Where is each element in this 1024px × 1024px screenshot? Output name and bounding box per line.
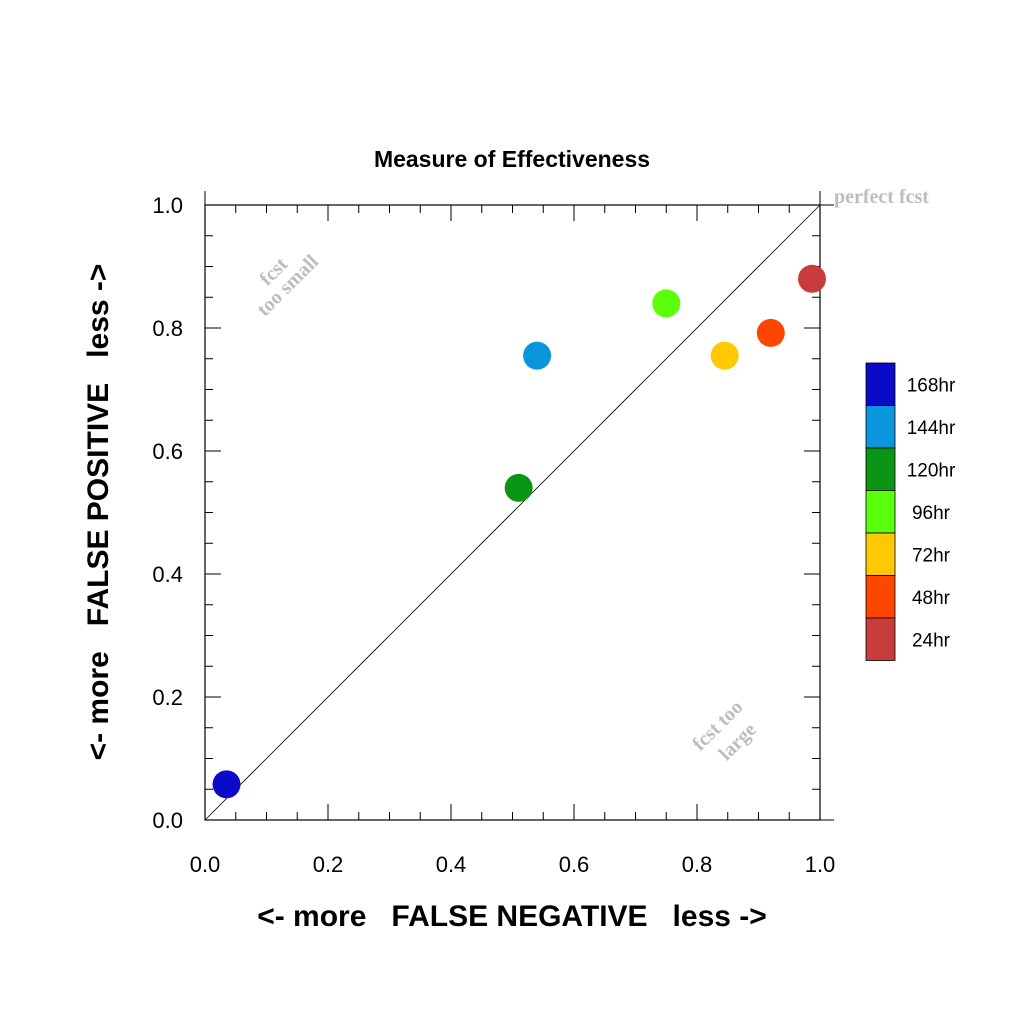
legend-swatch-72hr	[865, 532, 896, 576]
data-point-168hr	[212, 770, 241, 799]
y-tick-label: 0.8	[152, 316, 183, 341]
legend-swatch-96hr	[865, 490, 896, 534]
legend-swatch-168hr	[865, 362, 896, 406]
annotation-perfect-fcst: perfect fcst	[834, 186, 929, 208]
data-point-120hr	[504, 473, 533, 502]
x-tick-label: 0.6	[559, 852, 590, 877]
x-axis-title: <- more FALSE NEGATIVE less ->	[257, 900, 767, 933]
data-point-144hr	[523, 341, 552, 370]
legend-swatch-48hr	[865, 575, 896, 619]
y-tick-label: 1.0	[152, 193, 183, 218]
legend: 168hr 144hr 120hr 96hr 72hr 48hr 24hr	[865, 362, 956, 661]
x-tick-label: 0.0	[190, 852, 221, 877]
legend-label-120hr: 120hr	[907, 460, 956, 481]
x-tick-label: 0.2	[313, 852, 344, 877]
x-tick-label: 0.8	[682, 852, 713, 877]
legend-label-96hr: 96hr	[912, 503, 951, 524]
y-axis-title: <- more FALSE POSITIVE less ->	[82, 264, 115, 761]
y-tick-label: 0.2	[152, 685, 183, 710]
legend-swatch-144hr	[865, 405, 896, 449]
reference-diagonal-line	[204, 204, 821, 821]
legend-swatch-24hr	[865, 617, 896, 661]
axes: 0.0 0.2 0.4 0.6 0.8 1.0 0.0 0.2 0.4 0.6 0.8 1.0	[152, 191, 835, 877]
x-tick-label: 0.4	[436, 852, 467, 877]
data-point-24hr	[798, 264, 827, 293]
legend-swatch-120hr	[865, 447, 896, 491]
x-tick-label: 1.0	[805, 852, 836, 877]
data-point-48hr	[756, 318, 785, 347]
legend-label-24hr: 24hr	[912, 630, 951, 651]
data-points	[212, 264, 827, 799]
legend-label-144hr: 144hr	[907, 418, 956, 439]
chart-title: Measure of Effectiveness	[374, 146, 650, 172]
y-tick-label: 0.4	[152, 562, 183, 587]
legend-label-168hr: 168hr	[907, 375, 956, 396]
data-point-72hr	[710, 341, 739, 370]
legend-label-72hr: 72hr	[912, 545, 951, 566]
data-point-96hr	[652, 289, 681, 318]
legend-label-48hr: 48hr	[912, 588, 951, 609]
y-tick-label: 0.6	[152, 439, 183, 464]
y-tick-label: 0.0	[152, 808, 183, 833]
